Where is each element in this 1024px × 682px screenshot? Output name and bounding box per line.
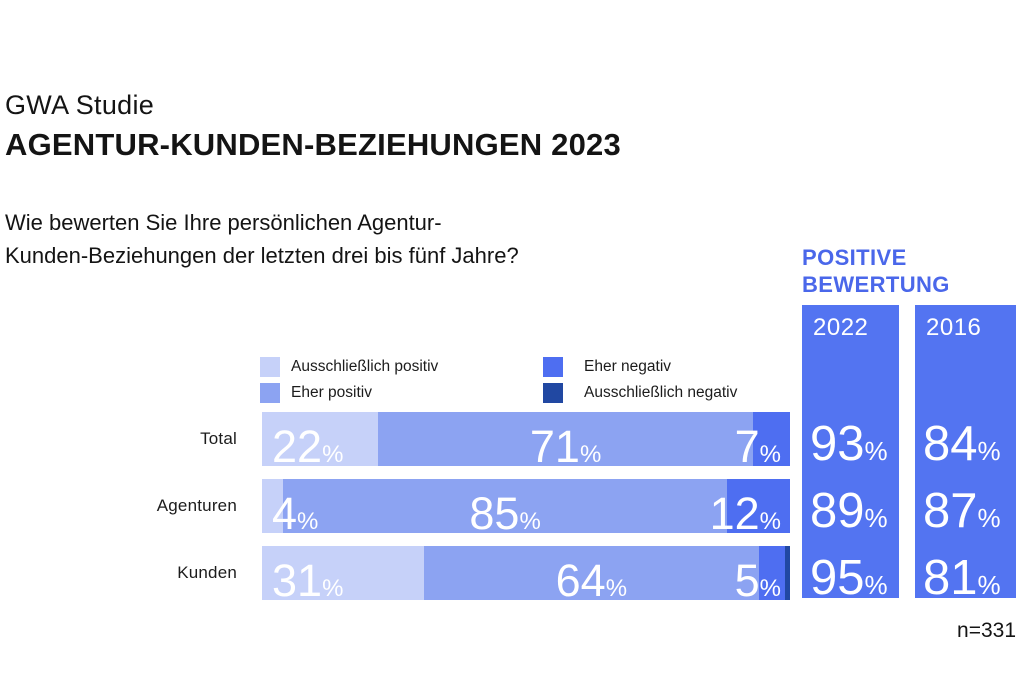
positive-value-box-2022-1: 89% [810, 479, 899, 538]
percent-unit: % [579, 441, 602, 468]
percent-unit: % [864, 503, 888, 533]
positive-value-2022-0: 93% [810, 417, 888, 471]
legend-item-eher-negativ: Eher negativ [543, 357, 671, 377]
bar-segment-total-ausschliesslich-positiv [262, 412, 379, 466]
row-label-kunden: Kunden [177, 563, 237, 582]
bar-row-total: Total 22% 71% 7% [0, 412, 1024, 472]
positive-value-box-2022-0: 93% [810, 412, 899, 471]
bar-segment-agenturen-ausschliesslich-positiv [262, 479, 283, 533]
sample-size-note: n=331 [957, 619, 1016, 642]
percent-unit: % [977, 436, 1001, 466]
legend-label-ausschliesslich-negativ: Ausschließlich negativ [584, 384, 738, 401]
positive-rating-heading-line1: POSITIVE [802, 245, 907, 270]
bar-value-total-1: 71% [529, 421, 602, 472]
percent-unit: % [759, 441, 781, 468]
bar-value-agenturen-0: 4% [272, 488, 319, 539]
positive-rating-heading-line2: BEWERTUNG [802, 272, 950, 297]
bar-value-kunden-1: 64% [555, 555, 628, 606]
positive-value-box-2016-2: 81% [923, 546, 1016, 605]
positive-rating-heading: POSITIVE BEWERTUNG [802, 244, 950, 298]
percent-unit: % [864, 436, 888, 466]
percent-unit: % [605, 575, 628, 602]
bar-segment-kunden-ausschliesslich-negativ [784, 546, 791, 600]
bar-segment-kunden-ausschliesslich-positiv [262, 546, 425, 600]
page-title: AGENTUR-KUNDEN-BEZIEHUNGEN 2023 [5, 127, 621, 162]
legend-label-eher-positiv: Eher positiv [291, 384, 372, 401]
positive-value-2022-2: 95% [810, 551, 888, 605]
positive-value-2016-2: 81% [923, 551, 1001, 605]
bar-value-kunden-2: 5% [734, 555, 781, 606]
bar-value-total-2: 7% [734, 421, 781, 472]
bar-value-agenturen-2: 12% [709, 488, 781, 539]
survey-question-line1: Wie bewerten Sie Ihre persönlichen Agent… [5, 210, 442, 235]
bar-agenturen: 4% 85% 12% [262, 479, 790, 539]
legend-swatch-eher-negativ [543, 357, 563, 377]
year-column-2022: 2022 93% 89% 95% [802, 305, 899, 605]
legend-swatch-ausschliesslich-positiv [260, 357, 280, 377]
bar-value-kunden-0: 31% [272, 555, 344, 606]
bar-row-agenturen: Agenturen 4% 85% 12% [0, 479, 1024, 539]
bar-segment-total-eher-negativ [753, 412, 790, 466]
year-header-2016: 2016 [926, 314, 982, 341]
percent-unit: % [759, 508, 781, 535]
positive-value-box-2016-0: 84% [923, 412, 1016, 471]
percent-unit: % [759, 575, 781, 602]
percent-unit: % [977, 570, 1001, 600]
legend-item-ausschliesslich-negativ: Ausschließlich negativ [543, 383, 737, 403]
percent-unit: % [297, 508, 319, 535]
bar-segment-agenturen-eher-negativ [727, 479, 790, 533]
legend-swatch-eher-positiv [260, 383, 280, 403]
percent-unit: % [322, 575, 344, 602]
legend-item-ausschliesslich-positiv: Ausschließlich positiv [260, 357, 438, 377]
study-label: GWA Studie [5, 90, 155, 120]
percent-unit: % [322, 441, 344, 468]
legend-label-eher-negativ: Eher negativ [584, 358, 672, 375]
row-label-agenturen: Agenturen [156, 496, 237, 515]
positive-value-2016-0: 84% [923, 417, 1001, 471]
percent-unit: % [519, 508, 541, 535]
bar-kunden: 31% 64% 5% [262, 546, 791, 606]
positive-value-2016-1: 87% [923, 484, 1001, 538]
bar-value-agenturen-1: 85% [469, 488, 541, 539]
year-column-2016: 2016 84% 87% 81% [915, 305, 1016, 605]
positive-value-box-2016-1: 87% [923, 479, 1016, 538]
bar-segment-total-eher-positiv [378, 412, 754, 466]
positive-value-2022-1: 89% [810, 484, 888, 538]
bar-total: 22% 71% 7% [262, 412, 790, 472]
legend-item-eher-positiv: Eher positiv [260, 383, 372, 403]
bar-segment-agenturen-eher-positiv [282, 479, 728, 533]
bar-row-kunden: Kunden 31% 64% 5% [0, 546, 1024, 606]
legend-swatch-ausschliesslich-negativ [543, 383, 563, 403]
row-label-total: Total [200, 429, 237, 448]
bar-value-total-0: 22% [272, 421, 344, 472]
year-header-2022: 2022 [813, 314, 869, 341]
percent-unit: % [977, 503, 1001, 533]
legend-label-ausschliesslich-positiv: Ausschließlich positiv [291, 358, 439, 375]
survey-question: Wie bewerten Sie Ihre persönlichen Agent… [5, 206, 519, 272]
survey-question-line2: Kunden-Beziehungen der letzten drei bis … [5, 243, 519, 268]
bar-segment-kunden-eher-negativ [758, 546, 785, 600]
positive-value-box-2022-2: 95% [810, 546, 899, 605]
bar-segment-kunden-eher-positiv [424, 546, 759, 600]
percent-unit: % [864, 570, 888, 600]
